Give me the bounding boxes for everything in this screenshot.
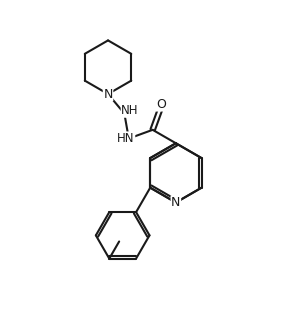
Text: O: O (156, 98, 166, 111)
Text: NH: NH (121, 104, 139, 117)
Text: HN: HN (117, 132, 135, 145)
Text: N: N (103, 88, 113, 100)
Text: N: N (171, 196, 181, 209)
